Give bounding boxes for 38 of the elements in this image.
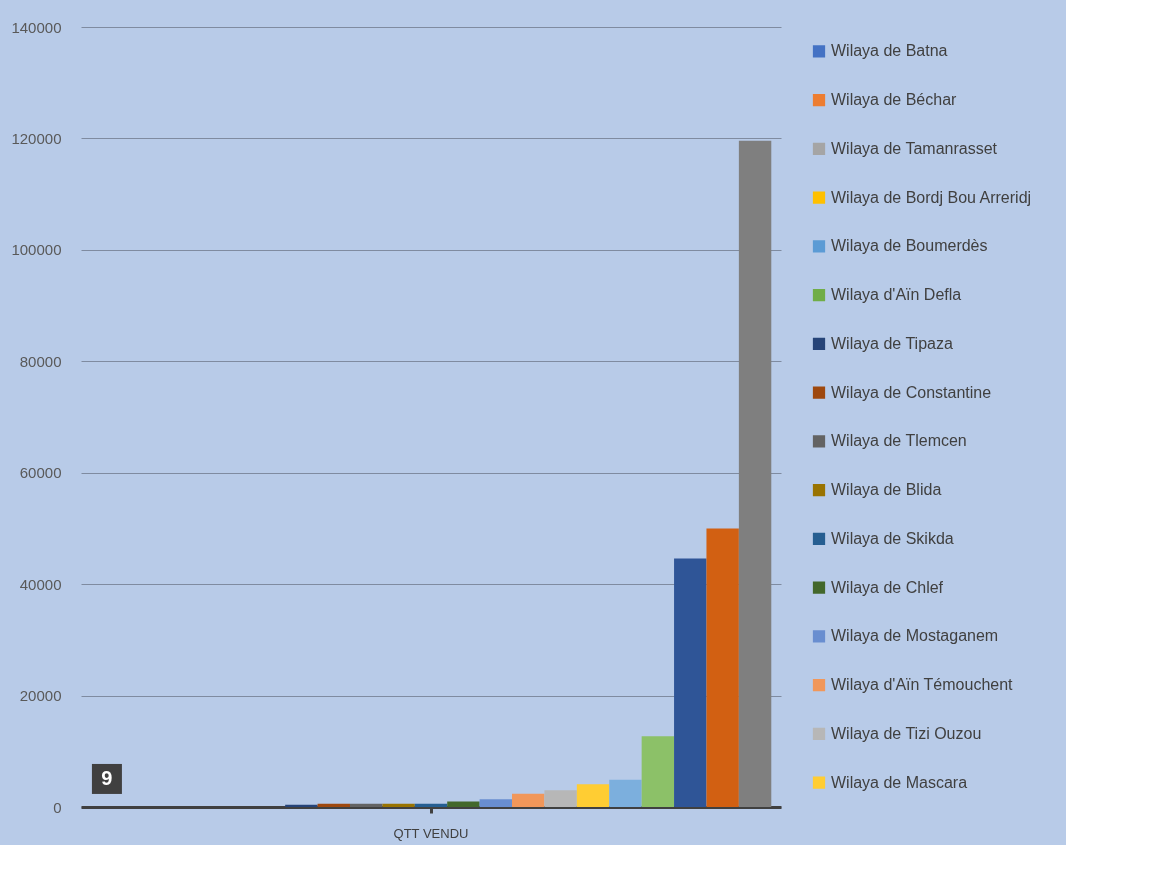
legend-label: Wilaya de Mascara xyxy=(831,773,968,791)
legend-label: Wilaya de Tamanrasset xyxy=(831,139,998,157)
data-label: 9 xyxy=(101,766,113,789)
legend-label: Wilaya de Blida xyxy=(831,481,942,499)
y-tick-label: 20000 xyxy=(19,687,62,705)
bar xyxy=(512,793,545,807)
bar xyxy=(479,799,513,807)
y-tick-label: 60000 xyxy=(19,464,62,482)
legend-label: Wilaya de Béchar xyxy=(831,91,958,109)
bar xyxy=(576,784,610,807)
legend-label: Wilaya de Bordj Bou Arreridj xyxy=(831,188,1032,206)
bar xyxy=(447,801,480,807)
legend-label: Wilaya de Chlef xyxy=(831,578,944,596)
bar xyxy=(706,528,739,807)
bar xyxy=(641,736,675,807)
bar xyxy=(674,558,707,807)
legend-label: Wilaya de Boumerdès xyxy=(831,237,988,255)
bar xyxy=(609,779,642,807)
legend-label: Wilaya de Constantine xyxy=(831,383,992,401)
legend-label: Wilaya d'Aïn Defla xyxy=(831,286,962,304)
bar xyxy=(285,804,318,807)
bar xyxy=(738,140,772,807)
legend-label: Wilaya de Tlemcen xyxy=(831,432,967,450)
legend-label: Wilaya de Batna xyxy=(831,42,948,60)
bar xyxy=(382,803,415,807)
y-tick-label: 120000 xyxy=(11,129,62,147)
bar xyxy=(544,790,577,807)
y-tick-label: 0 xyxy=(53,798,62,816)
y-tick-label: 40000 xyxy=(19,575,62,593)
legend-label: Wilaya de Tizi Ouzou xyxy=(831,724,982,742)
x-tick-label: QTT VENDU xyxy=(393,825,469,841)
y-tick-label: 100000 xyxy=(11,241,62,259)
legend-label: Wilaya de Tipaza xyxy=(831,334,953,352)
y-tick-label: 140000 xyxy=(11,18,62,36)
legend-label: Wilaya de Skikda xyxy=(831,529,954,547)
legend-label: Wilaya de Mostaganem xyxy=(831,627,999,645)
y-tick-label: 80000 xyxy=(19,352,62,370)
legend-label: Wilaya d'Aïn Témouchent xyxy=(831,676,1014,694)
